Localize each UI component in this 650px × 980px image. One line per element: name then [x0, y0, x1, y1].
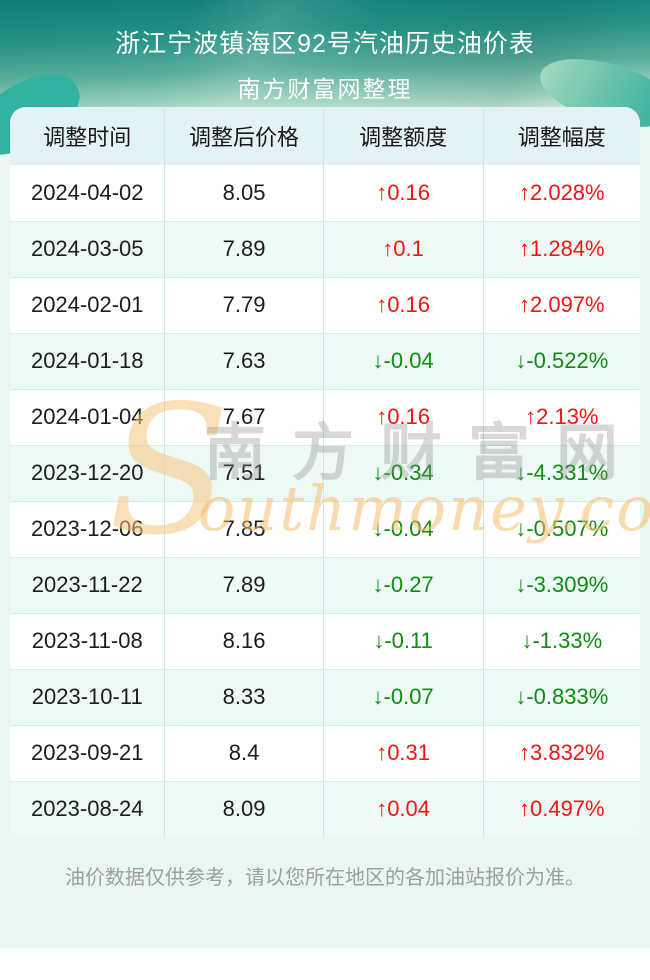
date-cell: 2023-08-24: [10, 780, 165, 837]
price-cell: 7.51: [164, 444, 324, 501]
table-row: 2023-08-24 8.09 ↑0.04 ↑0.497%: [10, 780, 640, 837]
table-row: 2023-12-06 7.85 ↓-0.04 ↓-0.507%: [10, 500, 640, 557]
pct-cell: ↓-0.833%: [482, 668, 640, 725]
price-cell: 7.63: [164, 332, 324, 389]
date-cell: 2024-02-01: [10, 276, 165, 333]
pct-cell: ↑1.284%: [482, 220, 640, 277]
date-cell: 2023-10-11: [10, 668, 165, 725]
date-cell: 2023-09-21: [10, 724, 165, 781]
pct-cell: ↓-0.507%: [482, 500, 640, 557]
date-cell: 2023-11-08: [10, 612, 165, 669]
table-row: 2024-01-18 7.63 ↓-0.04 ↓-0.522%: [10, 332, 640, 389]
pct-cell: ↑3.832%: [482, 724, 640, 781]
change-cell: ↓-0.04: [322, 332, 484, 389]
change-cell: ↓-0.11: [322, 612, 484, 669]
price-cell: 7.79: [164, 276, 324, 333]
date-cell: 2023-12-20: [10, 444, 165, 501]
date-cell: 2024-04-02: [10, 165, 165, 221]
pct-cell: ↓-1.33%: [482, 612, 640, 669]
pct-cell: ↑0.497%: [482, 780, 640, 837]
date-cell: 2024-01-04: [10, 388, 165, 445]
change-cell: ↓-0.07: [322, 668, 484, 725]
disclaimer-note: 油价数据仅供参考，请以您所在地区的各加油站报价为准。: [65, 867, 585, 889]
page-title: 浙江宁波镇海区92号汽油历史油价表: [115, 30, 535, 58]
pct-cell: ↑2.028%: [482, 165, 640, 221]
column-header-price: 调整后价格: [164, 107, 324, 165]
table-row: 2023-10-11 8.33 ↓-0.07 ↓-0.833%: [10, 668, 640, 725]
price-cell: 7.67: [164, 388, 324, 445]
price-cell: 8.09: [164, 780, 324, 837]
date-cell: 2024-01-18: [10, 332, 165, 389]
table-row: 2023-11-22 7.89 ↓-0.27 ↓-3.309%: [10, 556, 640, 613]
pct-cell: ↓-0.522%: [482, 332, 640, 389]
page-subtitle: 南方财富网整理: [237, 76, 413, 102]
price-cell: 7.89: [164, 220, 324, 277]
change-cell: ↓-0.34: [322, 444, 484, 501]
table-row: 2024-01-04 7.67 ↑0.16 ↑2.13%: [10, 388, 640, 445]
price-cell: 7.89: [164, 556, 324, 613]
table-row: 2023-12-20 7.51 ↓-0.34 ↓-4.331%: [10, 444, 640, 501]
change-cell: ↑0.1: [322, 220, 484, 277]
change-cell: ↑0.31: [322, 724, 484, 781]
pct-cell: ↑2.097%: [482, 276, 640, 333]
change-cell: ↑0.16: [322, 276, 484, 333]
date-cell: 2024-03-05: [10, 220, 165, 277]
price-table-body: 2024-04-02 8.05 ↑0.16 ↑2.028% 2024-03-05 7.89…: [10, 165, 640, 837]
change-cell: ↓-0.04: [322, 500, 484, 557]
price-cell: 7.85: [164, 500, 324, 557]
column-header-change: 调整额度: [322, 107, 484, 165]
table-row: 2023-09-21 8.4 ↑0.31 ↑3.832%: [10, 724, 640, 781]
table-header-row: 调整时间 调整后价格 调整额度 调整幅度: [10, 107, 640, 165]
change-cell: ↓-0.27: [322, 556, 484, 613]
table-row: 2023-11-08 8.16 ↓-0.11 ↓-1.33%: [10, 612, 640, 669]
pct-cell: ↓-3.309%: [482, 556, 640, 613]
column-header-pct: 调整幅度: [482, 107, 640, 165]
price-cell: 8.05: [164, 165, 324, 221]
date-cell: 2023-11-22: [10, 556, 165, 613]
change-cell: ↑0.04: [322, 780, 484, 837]
table-row: 2024-04-02 8.05 ↑0.16 ↑2.028%: [10, 165, 640, 221]
date-cell: 2023-12-06: [10, 500, 165, 557]
change-cell: ↑0.16: [322, 165, 484, 221]
price-cell: 8.16: [164, 612, 324, 669]
table-row: 2024-02-01 7.79 ↑0.16 ↑2.097%: [10, 276, 640, 333]
header-banner: 浙江宁波镇海区92号汽油历史油价表 南方财富网整理: [0, 0, 650, 112]
price-history-table: 调整时间 调整后价格 调整额度 调整幅度 2024-04-02 8.05 ↑0.16…: [10, 107, 640, 837]
column-header-date: 调整时间: [10, 107, 165, 165]
price-cell: 8.33: [164, 668, 324, 725]
pct-cell: ↑2.13%: [482, 388, 640, 445]
pct-cell: ↓-4.331%: [482, 444, 640, 501]
table-row: 2024-03-05 7.89 ↑0.1 ↑1.284%: [10, 220, 640, 277]
change-cell: ↑0.16: [322, 388, 484, 445]
price-cell: 8.4: [164, 724, 324, 781]
